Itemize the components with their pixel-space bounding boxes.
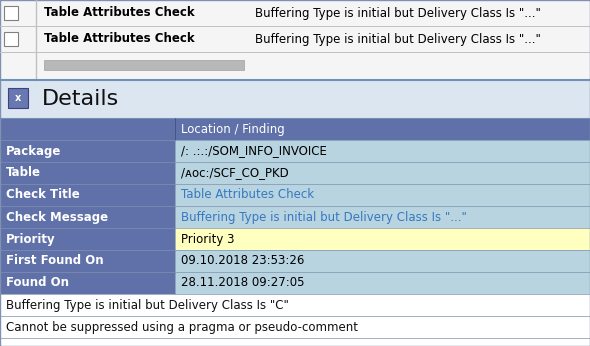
Text: Priority 3: Priority 3 [181, 233, 234, 246]
Bar [0, 80, 590, 346]
Text: 09.10.2018 23:53:26: 09.10.2018 23:53:26 [181, 255, 304, 267]
Text: Check Title: Check Title [6, 189, 80, 201]
Text: Table: Table [6, 166, 41, 180]
Text: Found On: Found On [6, 276, 69, 290]
Bar [0, 140, 175, 162]
Bar [4, 6, 18, 20]
Bar [44, 60, 244, 70]
Text: First Found On: First Found On [6, 255, 104, 267]
Bar [0, 184, 175, 206]
Bar [175, 162, 590, 184]
Text: Buffering Type is initial but Delivery Class Is "...": Buffering Type is initial but Delivery C… [255, 7, 541, 19]
Bar [0, 294, 590, 346]
Bar [0, 118, 590, 140]
Bar [0, 206, 175, 228]
Bar [0, 162, 175, 184]
Text: /ᴀᴏᴄ:/SCF_CO_PKD: /ᴀᴏᴄ:/SCF_CO_PKD [181, 166, 289, 180]
Bar [175, 228, 590, 250]
Text: Table Attributes Check: Table Attributes Check [181, 189, 314, 201]
Text: Buffering Type is initial but Delivery Class Is "...": Buffering Type is initial but Delivery C… [181, 210, 467, 224]
Text: Package: Package [6, 145, 61, 157]
Text: Buffering Type is initial but Delivery Class Is "...": Buffering Type is initial but Delivery C… [255, 33, 541, 46]
Bar [0, 228, 175, 250]
Text: Buffering Type is initial but Delivery Class Is "C": Buffering Type is initial but Delivery C… [6, 299, 289, 311]
Bar [175, 140, 590, 162]
Text: Table Attributes Check: Table Attributes Check [44, 33, 195, 46]
Bar [0, 80, 590, 118]
Text: Check Message: Check Message [6, 210, 108, 224]
Text: 28.11.2018 09:27:05: 28.11.2018 09:27:05 [181, 276, 304, 290]
Bar [175, 250, 590, 272]
Bar [175, 206, 590, 228]
Bar [8, 88, 28, 108]
Bar [0, 0, 590, 80]
Text: Details: Details [42, 89, 119, 109]
Text: Table Attributes Check: Table Attributes Check [44, 7, 195, 19]
Bar [175, 184, 590, 206]
Text: Location / Finding: Location / Finding [181, 122, 285, 136]
Text: x: x [15, 93, 21, 103]
Bar [4, 32, 18, 46]
Bar [175, 272, 590, 294]
Text: Priority: Priority [6, 233, 55, 246]
Bar [0, 250, 175, 272]
Bar [0, 272, 175, 294]
Text: /: .:.:/SOM_INFO_INVOICE: /: .:.:/SOM_INFO_INVOICE [181, 145, 327, 157]
Text: Cannot be suppressed using a pragma or pseudo-comment: Cannot be suppressed using a pragma or p… [6, 320, 358, 334]
